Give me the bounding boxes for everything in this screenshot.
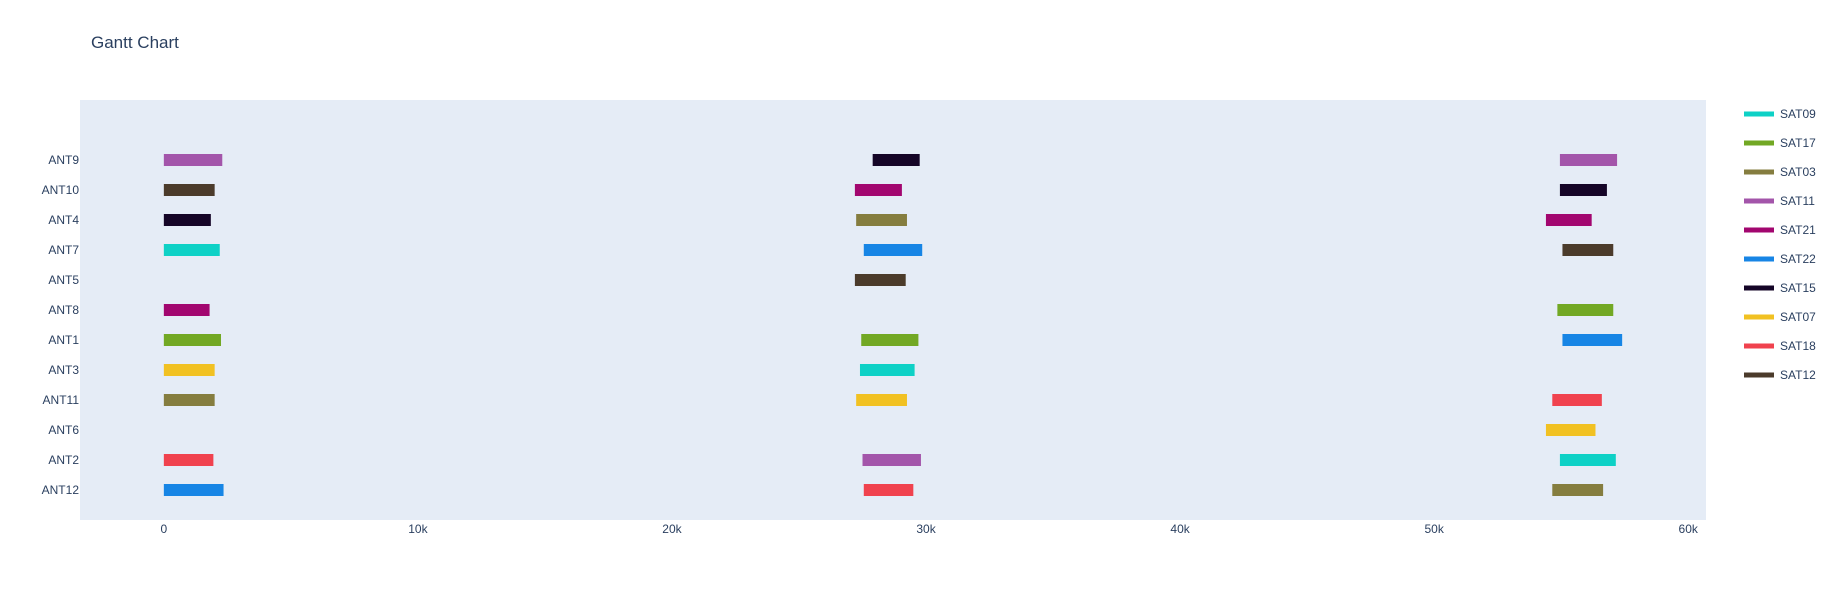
gantt-bar bbox=[163, 184, 215, 196]
gantt-bar bbox=[163, 244, 220, 256]
legend-swatch bbox=[1744, 343, 1774, 349]
gantt-bar bbox=[1557, 304, 1614, 316]
legend-swatch bbox=[1744, 314, 1774, 320]
legend-label: SAT18 bbox=[1780, 339, 1816, 353]
gantt-bar bbox=[859, 364, 915, 376]
gantt-bar bbox=[1545, 424, 1596, 436]
y-tick-label: ANT7 bbox=[48, 243, 79, 257]
legend-item[interactable]: SAT12 bbox=[1744, 368, 1816, 382]
x-tick-label: 50k bbox=[1424, 522, 1444, 536]
y-tick-label: ANT12 bbox=[42, 483, 80, 497]
legend-label: SAT15 bbox=[1780, 281, 1816, 295]
gantt-bar bbox=[1562, 334, 1623, 346]
y-tick-label: ANT1 bbox=[48, 333, 79, 347]
chart-title: Gantt Chart bbox=[91, 33, 179, 52]
y-tick-label: ANT9 bbox=[48, 153, 79, 167]
gantt-bar bbox=[861, 334, 919, 346]
x-tick-label: 60k bbox=[1679, 522, 1699, 536]
gantt-bar bbox=[163, 364, 215, 376]
legend-label: SAT09 bbox=[1780, 107, 1816, 121]
legend-swatch bbox=[1744, 198, 1774, 204]
gantt-bar bbox=[163, 154, 223, 166]
plot-area bbox=[80, 100, 1706, 520]
legend-item[interactable]: SAT21 bbox=[1744, 223, 1816, 237]
gantt-bar bbox=[856, 394, 907, 406]
legend-item[interactable]: SAT18 bbox=[1744, 339, 1816, 353]
y-tick-label: ANT8 bbox=[48, 303, 79, 317]
x-axis: 0 10k 20k 30k 40k 50k 60k bbox=[160, 522, 1698, 536]
y-tick-label: ANT11 bbox=[43, 393, 80, 407]
gantt-bar bbox=[1552, 394, 1602, 406]
gantt-bar bbox=[1562, 244, 1614, 256]
gantt-bar bbox=[163, 214, 211, 226]
legend-label: SAT07 bbox=[1780, 310, 1816, 324]
legend-item[interactable]: SAT09 bbox=[1744, 107, 1816, 121]
legend-item[interactable]: SAT15 bbox=[1744, 281, 1816, 295]
y-tick-label: ANT10 bbox=[42, 183, 80, 197]
x-tick-label: 30k bbox=[916, 522, 936, 536]
gantt-bar bbox=[854, 184, 902, 196]
y-axis: ANT9 ANT10 ANT4 ANT7 ANT5 ANT8 ANT1 ANT3 ANT11 AN… bbox=[42, 153, 80, 497]
legend-swatch bbox=[1744, 285, 1774, 291]
x-tick-label: 10k bbox=[408, 522, 428, 536]
gantt-bar bbox=[1552, 484, 1604, 496]
legend-label: SAT12 bbox=[1780, 368, 1816, 382]
legend-item[interactable]: SAT07 bbox=[1744, 310, 1816, 324]
gantt-bar bbox=[863, 484, 914, 496]
gantt-bar bbox=[163, 304, 210, 316]
gantt-bar bbox=[863, 244, 923, 256]
legend-swatch bbox=[1744, 256, 1774, 262]
legend-item[interactable]: SAT22 bbox=[1744, 252, 1816, 266]
bars-layer bbox=[163, 154, 1623, 496]
legend-label: SAT17 bbox=[1780, 136, 1816, 150]
gantt-bar bbox=[862, 454, 921, 466]
y-tick-label: ANT6 bbox=[48, 423, 79, 437]
legend-swatch bbox=[1744, 140, 1774, 146]
gantt-bar bbox=[1559, 184, 1607, 196]
legend-swatch bbox=[1744, 372, 1774, 378]
y-tick-label: ANT4 bbox=[48, 213, 79, 227]
legend-swatch bbox=[1744, 169, 1774, 175]
gantt-bar bbox=[163, 334, 222, 346]
gantt-bar bbox=[1559, 454, 1616, 466]
legend[interactable]: SAT09 SAT17 SAT03 SAT11 SAT21 SAT22 SAT15 SAT07… bbox=[1744, 107, 1816, 382]
gantt-bar bbox=[1559, 154, 1618, 166]
gantt-bar bbox=[872, 154, 920, 166]
gantt-bar bbox=[854, 274, 906, 286]
gantt-bar bbox=[856, 214, 907, 226]
gantt-bar bbox=[163, 394, 215, 406]
legend-item[interactable]: SAT11 bbox=[1744, 194, 1815, 208]
y-tick-label: ANT5 bbox=[48, 273, 79, 287]
legend-label: SAT11 bbox=[1780, 194, 1815, 208]
legend-item[interactable]: SAT03 bbox=[1744, 165, 1816, 179]
legend-label: SAT22 bbox=[1780, 252, 1816, 266]
y-tick-label: ANT2 bbox=[48, 453, 79, 467]
x-tick-label: 40k bbox=[1170, 522, 1190, 536]
x-tick-label: 0 bbox=[160, 522, 167, 536]
legend-label: SAT21 bbox=[1780, 223, 1816, 237]
x-tick-label: 20k bbox=[662, 522, 682, 536]
legend-swatch bbox=[1744, 227, 1774, 233]
gantt-bar bbox=[1545, 214, 1592, 226]
legend-item[interactable]: SAT17 bbox=[1744, 136, 1816, 150]
legend-label: SAT03 bbox=[1780, 165, 1816, 179]
y-tick-label: ANT3 bbox=[48, 363, 79, 377]
gantt-bar bbox=[163, 454, 214, 466]
legend-swatch bbox=[1744, 111, 1774, 117]
gantt-bar bbox=[163, 484, 224, 496]
